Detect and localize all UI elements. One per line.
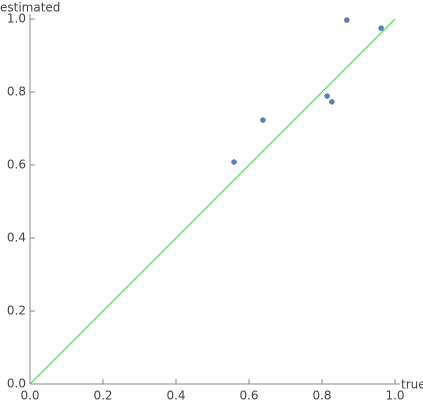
reference-line bbox=[29, 18, 396, 385]
point bbox=[231, 159, 237, 165]
y-tick-label: 0.2 bbox=[7, 304, 26, 318]
x-axis-label: true bbox=[401, 378, 423, 392]
y-tick-label: 0.0 bbox=[7, 377, 26, 391]
y-axis-label: estimated bbox=[0, 1, 60, 15]
point bbox=[329, 99, 335, 105]
y-tick-label: 0.4 bbox=[7, 231, 26, 245]
x-tick-label: 0.0 bbox=[20, 389, 39, 403]
y-tick-label: 1.0 bbox=[7, 12, 26, 26]
y-tick-label: 0.8 bbox=[7, 85, 26, 99]
point bbox=[260, 117, 266, 123]
point bbox=[378, 25, 384, 31]
point bbox=[324, 93, 330, 99]
x-tick-label: 0.4 bbox=[166, 389, 185, 403]
x-tick-label: 0.2 bbox=[93, 389, 112, 403]
point bbox=[344, 17, 350, 23]
x-tick-label: 0.6 bbox=[239, 389, 258, 403]
x-tick-label: 1.0 bbox=[385, 389, 404, 403]
y-tick-label: 0.6 bbox=[7, 158, 26, 172]
x-tick-label: 0.8 bbox=[312, 389, 331, 403]
